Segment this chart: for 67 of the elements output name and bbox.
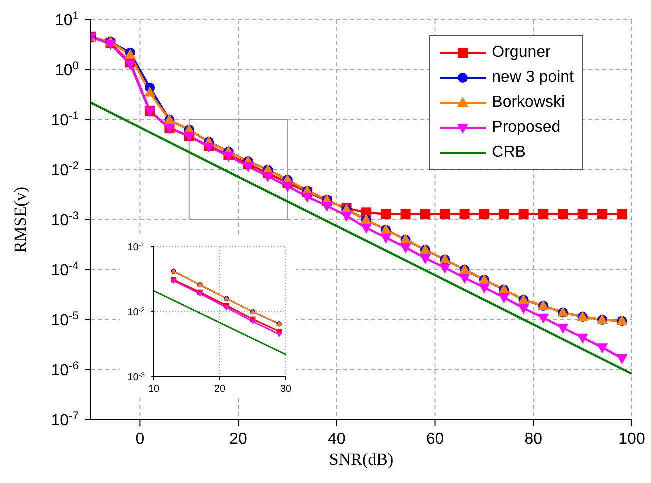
- point: [440, 209, 450, 220]
- point: [578, 209, 588, 220]
- legend-label: Borkowski: [492, 94, 566, 112]
- point: [617, 209, 628, 220]
- x-tick-label: 10: [148, 384, 160, 395]
- point: [518, 209, 529, 220]
- point: [420, 209, 430, 220]
- point: [460, 209, 470, 220]
- y-tick-label: 10$^{0}$: [54, 60, 79, 80]
- point: [420, 254, 431, 264]
- point: [538, 314, 549, 324]
- point: [144, 86, 156, 97]
- point: [250, 320, 256, 325]
- point: [440, 264, 451, 274]
- y-tick-label: 10$^{-3}$: [128, 372, 146, 384]
- point: [381, 209, 392, 220]
- point: [616, 354, 628, 364]
- point: [276, 332, 282, 338]
- legend-label: Orguner: [492, 44, 551, 62]
- point: [242, 162, 254, 173]
- y-tick-label: 10$^{-1}$: [128, 242, 146, 254]
- point: [124, 60, 136, 70]
- point: [479, 209, 490, 220]
- y-tick-label: 10$^{-1}$: [51, 110, 79, 130]
- point: [262, 172, 274, 183]
- point: [498, 294, 510, 304]
- point: [322, 202, 333, 212]
- y-tick-label: 10$^{-5}$: [51, 310, 79, 330]
- x-tick-label: 0: [136, 431, 145, 448]
- point: [596, 344, 608, 354]
- x-tick-label: 60: [426, 431, 444, 448]
- x-tick-label: 40: [328, 431, 346, 448]
- point: [400, 244, 412, 254]
- legend-label: CRB: [492, 144, 526, 162]
- y-tick-label: 10$^{-2}$: [128, 307, 146, 318]
- point: [360, 224, 372, 234]
- point: [558, 209, 568, 220]
- y-tick-label: 10$^{-2}$: [51, 160, 79, 180]
- point: [577, 334, 588, 344]
- point: [380, 234, 392, 244]
- x-tick-label: 20: [230, 431, 248, 448]
- x-axis-title: SNR(dB): [329, 450, 394, 469]
- point: [538, 209, 548, 220]
- y-tick-label: 10$^{-6}$: [51, 360, 79, 380]
- point: [518, 304, 530, 314]
- x-tick-label: 20: [214, 384, 226, 395]
- y-axis-title: RMSE(v): [11, 186, 30, 254]
- y-tick-label: 10$^{-4}$: [51, 260, 79, 280]
- point: [282, 182, 294, 192]
- y-tick-label: 10$^{1}$: [54, 10, 79, 30]
- y-tick-label: 10$^{-3}$: [51, 210, 79, 230]
- point: [400, 209, 411, 220]
- y-tick-label: 10$^{-7}$: [51, 410, 79, 430]
- point: [478, 284, 490, 294]
- point: [223, 152, 234, 162]
- point: [597, 209, 608, 220]
- x-tick-label: 100: [618, 431, 646, 448]
- legend-label: Proposed: [492, 118, 561, 136]
- point: [224, 305, 230, 311]
- legend-label: new 3 point: [492, 68, 574, 86]
- point: [341, 212, 352, 222]
- x-tick-label: 30: [280, 384, 292, 395]
- x-tick-label: 80: [524, 431, 543, 448]
- point: [459, 274, 470, 284]
- point: [302, 192, 313, 203]
- point: [499, 209, 510, 220]
- point: [558, 324, 569, 334]
